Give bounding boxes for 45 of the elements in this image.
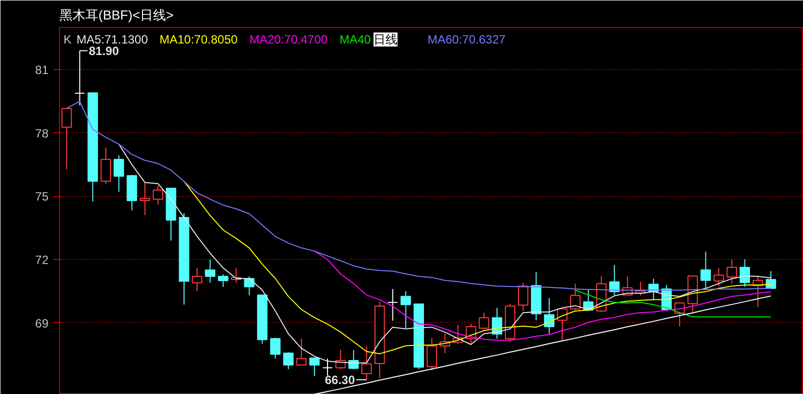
candlestick [544,298,554,334]
candlestick [283,352,294,370]
candlestick [192,267,202,292]
candlestick [100,147,111,184]
text: MA20:70.4700 [250,32,328,46]
annotation: 日线 [374,32,398,46]
candlestick [426,337,438,371]
candlestick [609,264,620,296]
candlestick [74,50,85,106]
candlestick [152,185,164,206]
candlestick [478,312,490,330]
candlestick [740,258,750,288]
line-series [314,296,772,394]
candlestick [322,358,333,376]
y-tick-label: 81 [35,63,49,78]
candlestick [400,290,411,329]
text: MA60:70.6327 [428,32,506,46]
y-tick-label: 72 [35,253,49,268]
line-series [574,290,772,318]
candlestick [204,259,216,284]
annotation: 66.30 [324,373,356,388]
y-tick-label: 78 [35,126,49,140]
candlestick [218,274,228,288]
annotation: 81.90 [88,44,120,58]
line-series [314,250,772,341]
candlestick [726,258,737,284]
candlestick [361,345,372,380]
candlestick [700,251,711,289]
candlestick [570,283,580,311]
annotation: K [64,32,72,46]
y-tick-label: 69 [35,316,49,330]
candlestick [388,288,398,322]
candlestick [140,182,150,216]
candlestick [114,154,124,192]
candlestick [270,337,281,360]
text: MA40 [340,32,372,46]
candlestick [518,282,528,312]
candlestick [714,267,724,287]
text: MA5:71.1300 [76,32,148,46]
candlestick [557,308,568,341]
text: MA10:70.8050 [160,32,238,46]
chart-title: 黑木耳(BBF)<日线> [60,8,174,22]
candlestick [296,338,307,366]
candlestick [309,358,320,376]
y-tick-label: 75 [35,190,49,204]
